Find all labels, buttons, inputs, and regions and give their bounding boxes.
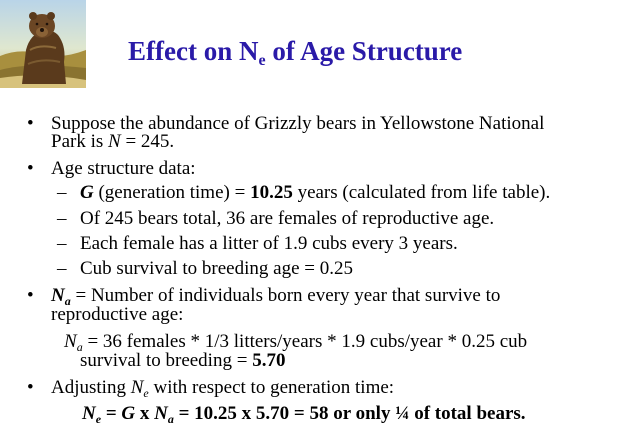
sub-item-generation-time: G (generation time) = 10.25 years (calcu… [80, 182, 551, 203]
na-calculation-line2: survival to breeding = 5.70 [80, 350, 286, 371]
dash-marker: – [57, 208, 67, 229]
slide-title: Effect on Ne of Age Structure [128, 36, 463, 69]
bullet3-line1: Na = Number of individuals born every ye… [51, 285, 501, 308]
bullet-marker: • [27, 377, 34, 398]
sub-item-litter: Each female has a litter of 1.9 cubs eve… [80, 233, 458, 254]
bullet3-line2: reproductive age: [51, 304, 184, 325]
bullet-marker: • [27, 158, 34, 179]
sub-item-females: Of 245 bears total, 36 are females of re… [80, 208, 495, 229]
dash-marker: – [57, 233, 67, 254]
dash-marker: – [57, 182, 67, 203]
bullet4-line1: Adjusting Ne with respect to generation … [51, 377, 395, 400]
na-calculation-line1: Na = 36 females * 1/3 litters/years * 1.… [64, 331, 528, 354]
bullet-marker: • [27, 285, 34, 306]
bullet1-line2: Park is N = 245. [51, 131, 175, 152]
bullet-marker: • [27, 113, 34, 134]
bullet2-label: Age structure data: [51, 158, 196, 179]
grizzly-bear-photo [0, 0, 86, 88]
ne-formula: Ne = G x Na = 10.25 x 5.70 = 58 or only … [82, 403, 526, 426]
bullet1-line1: Suppose the abundance of Grizzly bears i… [51, 113, 545, 134]
dash-marker: – [57, 258, 67, 279]
sub-item-cub-survival: Cub survival to breeding age = 0.25 [80, 258, 353, 279]
